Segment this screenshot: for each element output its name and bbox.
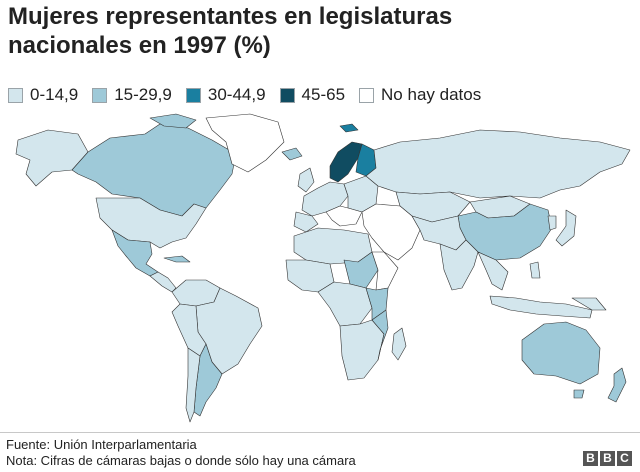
region-russia [365, 129, 631, 199]
region-mozambique [371, 309, 389, 361]
region-chile [185, 347, 201, 423]
region-new-zealand [607, 367, 627, 403]
source-text: Fuente: Unión Interparlamentaria [6, 437, 197, 452]
legend-swatch [279, 87, 295, 103]
region-uk [297, 167, 315, 193]
legend-label: No hay datos [381, 85, 482, 104]
region-southeast-asia [477, 251, 509, 291]
legend-item-0-14: 0-14,9 [8, 85, 78, 105]
bbc-logo-letter: B [600, 451, 615, 466]
region-north-africa [293, 227, 373, 265]
region-central-america [149, 271, 177, 293]
region-cuba [163, 255, 191, 263]
bbc-logo: B B C [581, 451, 632, 466]
world-map [15, 113, 631, 423]
region-papua [571, 297, 607, 311]
legend-swatch [92, 87, 108, 103]
region-central-africa [317, 281, 373, 327]
legend-item-45-65: 45-65 [279, 85, 346, 105]
bbc-logo-letter: B [583, 451, 598, 466]
footer: Fuente: Unión Interparlamentaria Nota: C… [0, 432, 640, 472]
legend-label: 45-65 [301, 85, 346, 104]
legend-item-15-29: 15-29,9 [92, 85, 172, 105]
region-iceland [281, 147, 303, 161]
region-madagascar [391, 327, 407, 361]
region-svalbard [339, 123, 359, 133]
region-southern-africa [339, 319, 385, 381]
legend-swatch [185, 87, 201, 103]
chart-title: Mujeres representantes en legislaturas n… [8, 3, 453, 59]
legend-label: 0-14,9 [30, 85, 79, 104]
legend-swatch [359, 87, 375, 103]
legend-swatch [8, 87, 23, 103]
region-indonesia [489, 295, 593, 319]
legend-label: 30-44,9 [207, 85, 266, 104]
region-alaska [15, 129, 89, 187]
region-japan [555, 209, 577, 247]
legend-label: 15-29,9 [114, 85, 172, 104]
region-canada-islands [149, 113, 197, 129]
region-korea [547, 215, 557, 231]
bbc-logo-letter: C [617, 451, 632, 466]
region-australia [521, 321, 601, 385]
region-balkans-italy [325, 205, 363, 227]
region-india [439, 239, 479, 291]
legend: 0-14,9 15-29,9 30-44,9 45-65 No hay dato… [8, 82, 495, 108]
region-philippines [529, 261, 541, 279]
note-text: Nota: Cifras de cámaras bajas o donde só… [6, 453, 356, 468]
region-greenland [205, 113, 285, 173]
legend-item-30-44: 30-44,9 [185, 85, 266, 105]
region-central-south-asia [411, 215, 467, 251]
region-middle-east [361, 203, 421, 261]
legend-item-no-data: No hay datos [359, 85, 481, 105]
region-tasmania [573, 389, 585, 399]
region-iberia [293, 211, 319, 233]
